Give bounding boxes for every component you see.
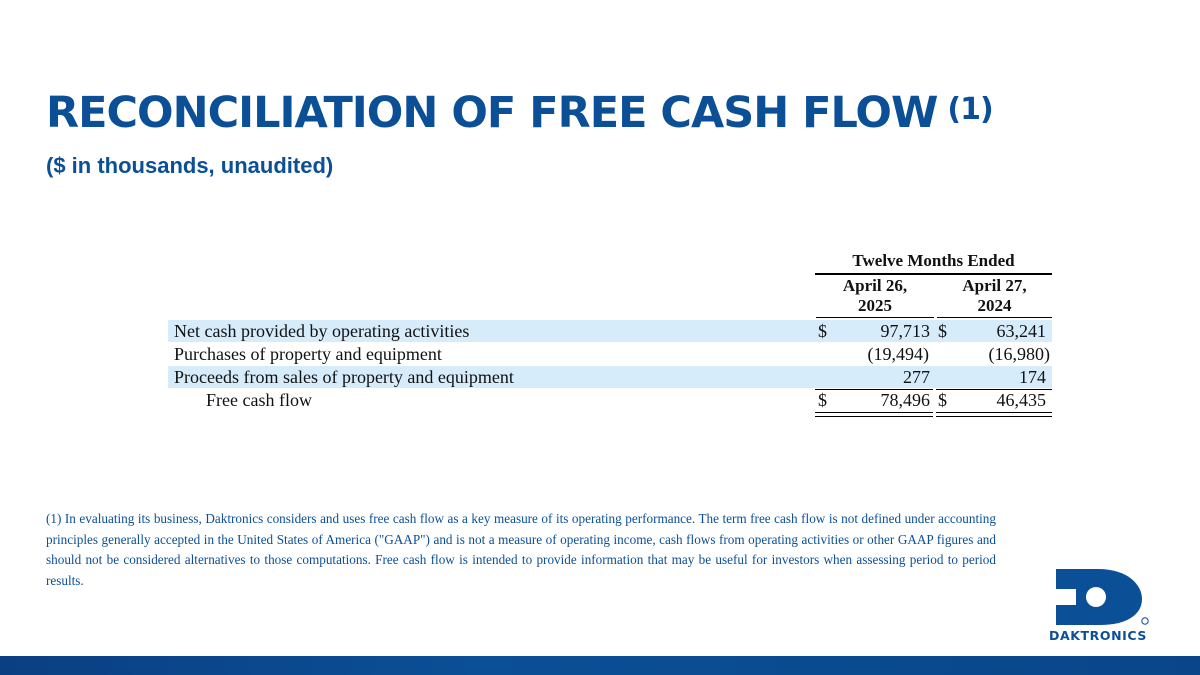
value-2024: 46,435 <box>996 390 1047 410</box>
daktronics-d-logo-icon <box>1056 569 1149 625</box>
total-double-rule <box>815 412 933 417</box>
column-header-2025: April 26, 2025 <box>816 276 934 318</box>
value-2025: 277 <box>903 367 930 387</box>
value-2024: 63,241 <box>996 321 1047 341</box>
table-group-header: Twelve Months Ended <box>815 249 1052 275</box>
subtotal-rule <box>815 389 933 390</box>
footer-bar <box>0 656 1200 675</box>
value-2024: 174 <box>1019 367 1046 387</box>
total-double-rule <box>936 412 1052 417</box>
row-label: Proceeds from sales of property and equi… <box>174 367 514 387</box>
row-label: Net cash provided by operating activitie… <box>174 321 470 341</box>
table-row-free-cash-flow: Free cash flow $ 78,496 $ 46,435 <box>168 389 1052 411</box>
currency-symbol: $ <box>818 321 827 341</box>
row-label: Purchases of property and equipment <box>174 344 442 364</box>
column-header-2025-line2: 2025 <box>858 296 892 315</box>
footnote: (1) In evaluating its business, Daktroni… <box>46 511 996 588</box>
title-footnote-marker: (1) <box>947 92 993 127</box>
subtotal-rule <box>936 389 1052 390</box>
value-2025: (19,494) <box>867 344 930 364</box>
currency-symbol: $ <box>938 390 947 410</box>
column-header-2024-line2: 2024 <box>977 296 1012 315</box>
slide-subtitle: ($ in thousands, unaudited) <box>46 153 334 178</box>
row-label: Free cash flow <box>206 390 312 410</box>
value-2025: 78,496 <box>880 390 931 410</box>
logo-wordmark: DAKTRONICS <box>1048 628 1148 643</box>
currency-symbol: $ <box>938 321 947 341</box>
table-row-operating-activities: Net cash provided by operating activitie… <box>168 320 1052 342</box>
currency-symbol: $ <box>818 390 827 410</box>
table-row-purchases: Purchases of property and equipment (19,… <box>168 343 1052 365</box>
value-2024: (16,980) <box>988 344 1051 364</box>
slide-title-text: RECONCILIATION OF FREE CASH FLOW <box>46 88 938 138</box>
column-header-2025-line1: April 26, <box>842 276 908 295</box>
slide-title: RECONCILIATION OF FREE CASH FLOW (1) <box>46 92 994 135</box>
value-2025: 97,713 <box>880 321 931 341</box>
column-header-2024: April 27, 2024 <box>937 276 1052 318</box>
table-row-proceeds: Proceeds from sales of property and equi… <box>168 366 1052 388</box>
column-header-2024-line1: April 27, <box>962 276 1027 295</box>
